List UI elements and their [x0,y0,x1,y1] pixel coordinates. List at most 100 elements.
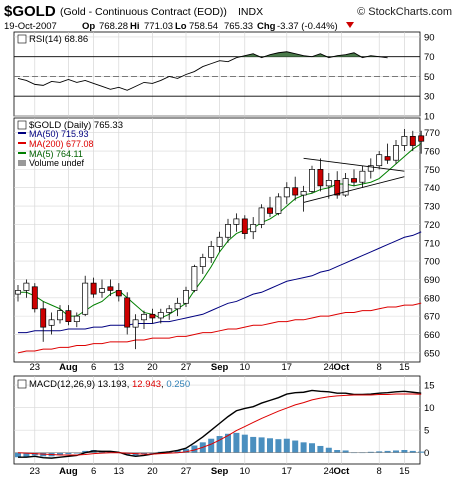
candle [48,312,55,335]
price-y-tick-label: 710 [424,238,440,249]
hi-value: 771.03 [144,21,173,32]
candle-body [401,135,408,146]
price-legend: $GOLD (Daily) 765.33 MA(50) 715.93 MA(20… [17,120,123,168]
candle [174,297,181,317]
lo-label: Lo [175,21,187,32]
macd-histogram-bar [216,436,223,453]
candle-body [241,218,248,234]
candle [267,196,273,218]
x-tick-label: 15 [399,362,410,373]
down-arrow-icon [346,22,354,28]
candle [157,308,164,324]
candle [132,314,139,350]
symbol-title: $GOLD [4,3,56,20]
macd-signal-line [17,393,422,456]
candle-body [342,178,349,196]
candle-body [418,135,425,142]
lo-value: 758.54 [189,21,218,32]
candle-body [149,313,156,319]
candle [309,165,315,194]
x-tick-label: 23 [30,466,41,477]
candle [124,292,131,335]
candle-body [393,145,399,161]
x-tick-label: Aug [59,466,78,477]
macd-histogram-bar [57,452,63,455]
price-y-tick-label: 730 [424,202,440,213]
macd-histogram-bar [23,452,30,457]
candle-body [267,207,273,214]
macd-legend: MACD(12,26,9) 13.193, 12.943, 0.250 [17,379,190,390]
candle-body [57,310,63,321]
candle-body [325,180,332,187]
macd-y-tick-label: 5 [424,426,429,437]
macd-histogram-bar [384,450,391,453]
macd-histogram-bar [233,432,240,453]
candle [23,279,30,298]
candle [73,312,80,328]
x-tick-label: 15 [399,466,410,477]
macd-histogram-bar [191,445,198,453]
macd-y-tick-label: 10 [424,403,435,414]
macd-histogram-bar [342,450,349,453]
candle [107,279,114,296]
candle-body [384,156,391,161]
x-tick-label: Oct [333,466,350,477]
macd-histogram-bar [292,440,299,453]
candle [401,129,408,152]
candle-body [65,310,72,322]
candle [141,310,147,329]
macd-histogram-bar [174,450,181,453]
candle [317,158,324,192]
rsi-panel [13,31,421,117]
date-label: 19-Oct-2007 [4,21,57,32]
ma200-legend-swatch [18,142,26,144]
close-value: 765.33 [224,21,253,32]
price-y-tick-label: 720 [424,220,440,231]
chart-header: $GOLD (Gold - Continuous Contract (EOD))… [4,3,452,32]
macd-histogram-bar [300,442,307,453]
candle [342,173,349,197]
macd-histogram-bar [208,438,215,453]
candle [149,308,156,324]
x-tick-label: 10 [240,362,251,373]
candle [15,284,21,302]
macd-histogram-bar [241,434,248,453]
ma50-legend-swatch [18,132,26,134]
macd-histogram-bar [376,451,383,453]
candle [216,231,223,252]
candle-body [250,224,257,233]
x-tick-label: Oct [333,362,350,373]
x-tick-label: 27 [181,362,192,373]
volume-legend-swatch [18,160,26,166]
macd-legend-label: MACD(12,26,9) 13.193, [29,379,132,390]
volume-legend-label: Volume undef [29,158,85,168]
candle-body [191,266,198,291]
candle [40,301,47,342]
candle [292,176,299,201]
candle-body [292,187,299,196]
candle [241,215,248,240]
price-y-tick-label: 760 [424,147,440,158]
candle-body [208,246,215,258]
macd-panel [13,375,421,465]
ma50-legend-label: MA(50) 715.93 [29,129,89,139]
macd-hist-value: 0.250 [166,379,190,390]
candle-body [31,286,38,310]
price-y-tick-label: 670 [424,312,440,323]
candle-body [107,286,114,291]
candle [99,279,105,298]
candle [351,169,357,186]
macd-histogram-bar [275,439,282,453]
x-tick-label: 27 [181,466,192,477]
x-tick-label: 17 [282,362,293,373]
candle-body [99,288,105,293]
watermark: © StockCharts.com [357,6,452,18]
macd-y-tick-label: 0 [424,448,429,459]
candle [258,204,265,229]
candle-body [132,319,139,328]
candle-body [334,180,341,196]
candle [418,130,425,154]
x-tick-label: 24 [324,466,335,477]
candle-body [166,308,173,313]
macd-histogram-bar [325,447,332,453]
